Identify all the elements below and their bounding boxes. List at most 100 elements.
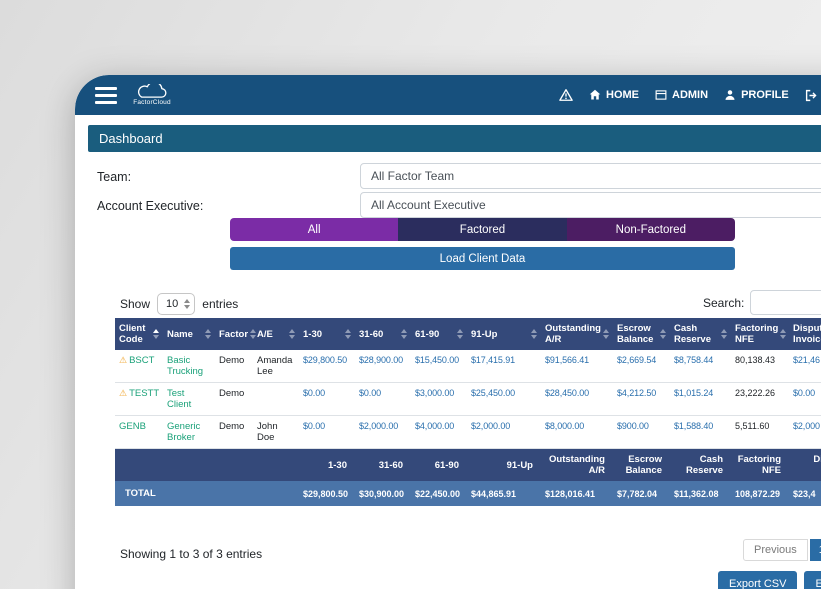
col-header-cash-reserve[interactable]: Cash Reserve <box>670 318 731 350</box>
top-navbar: FactorCloud HOME <box>75 75 821 115</box>
stepper-arrows-icon <box>184 299 191 309</box>
previous-page-button[interactable]: Previous <box>743 539 808 561</box>
showing-entries-text: Showing 1 to 3 of 3 entries <box>120 547 263 561</box>
sort-icon <box>457 329 463 339</box>
team-label: Team: <box>97 170 132 184</box>
menu-icon[interactable] <box>95 86 117 104</box>
sort-icon <box>345 329 351 339</box>
client-name-cell: Generic Broker <box>163 415 215 449</box>
search-control: Search: <box>703 290 821 315</box>
team-select[interactable]: All Factor Team <box>360 163 821 189</box>
cash-reserve-cell: $8,758.44 <box>670 350 731 383</box>
col-header-name[interactable]: Name <box>163 318 215 350</box>
export-csv-button[interactable]: Export CSV <box>718 571 798 589</box>
escrow-balance-cell: $4,212.50 <box>613 382 670 416</box>
col-header-ae[interactable]: A/E <box>253 318 299 350</box>
show-label: Show <box>120 297 151 311</box>
export-buttons: Export CSV Export <box>718 571 821 589</box>
client-table-wrap: Client Code Name Factor A/E 1-30 31-60 6… <box>115 318 821 506</box>
cash-reserve-cell: $1,015.24 <box>670 382 731 416</box>
aging-61-90-cell: $3,000.00 <box>411 382 467 416</box>
page-size-select[interactable]: 10 <box>157 293 196 315</box>
sort-icon <box>289 329 295 339</box>
factoring-nfe-cell: 23,222.26 <box>731 382 789 416</box>
page-title: Dashboard <box>99 131 163 146</box>
table-row: BSCT Basic Trucking Demo Amanda Lee $29,… <box>115 350 821 383</box>
client-code-link[interactable]: TESTT <box>129 388 160 399</box>
summary-spacer <box>115 448 299 481</box>
col-header-31-60[interactable]: 31-60 <box>355 318 411 350</box>
ae-cell <box>253 382 299 416</box>
nav-logout[interactable] <box>805 89 818 102</box>
aging-91-up-cell: $17,415.91 <box>467 350 541 383</box>
table-header-row: Client Code Name Factor A/E 1-30 31-60 6… <box>115 318 821 350</box>
col-header-factor[interactable]: Factor <box>215 318 257 350</box>
col-header-client-code[interactable]: Client Code <box>115 318 163 350</box>
client-code-cell: TESTT <box>115 382 163 416</box>
alerts-icon[interactable] <box>559 88 573 102</box>
aging-91-up-cell: $2,000.00 <box>467 415 541 449</box>
nav-profile[interactable]: PROFILE <box>724 89 789 101</box>
col-header-1-30[interactable]: 1-30 <box>299 318 355 350</box>
col-header-factoring-nfe[interactable]: Factoring NFE <box>731 318 789 350</box>
logout-icon <box>805 89 818 102</box>
tab-factored[interactable]: Factored <box>398 218 567 241</box>
factor-cell: Demo <box>215 350 253 383</box>
disputed-invoice-cell: $2,000 <box>789 415 821 449</box>
outstanding-ar-cell: $28,450.00 <box>541 382 613 416</box>
page-title-bar: Dashboard <box>88 125 821 152</box>
summary-header-row: 1-30 31-60 61-90 91-Up Outstanding A/R E… <box>115 448 821 481</box>
entries-label: entries <box>202 297 239 311</box>
aging-31-60-cell: $28,900.00 <box>355 350 411 383</box>
sort-icon <box>660 329 666 339</box>
export-extra-button[interactable]: Export <box>804 571 821 589</box>
aging-1-30-cell: $0.00 <box>299 415 355 449</box>
col-header-escrow-balance[interactable]: Escrow Balance <box>613 318 670 350</box>
client-name-link[interactable]: Generic Broker <box>167 421 201 443</box>
tab-non-factored[interactable]: Non-Factored <box>566 218 735 241</box>
col-header-disputed-invoice[interactable]: Disputed Invoice <box>789 318 821 350</box>
page-1-button[interactable]: 1 <box>809 539 821 561</box>
summary-31-60: 31-60 <box>355 448 411 481</box>
nav-admin-label: ADMIN <box>672 89 709 101</box>
load-client-data-button[interactable]: Load Client Data <box>230 247 735 270</box>
client-name-link[interactable]: Test Client <box>167 388 192 410</box>
search-input[interactable] <box>750 290 821 315</box>
warning-icon <box>119 388 127 398</box>
col-header-91-up[interactable]: 91-Up <box>467 318 541 350</box>
total-61-90: $22,450.00 <box>411 481 467 506</box>
account-executive-select-value: All Account Executive <box>371 198 486 212</box>
pagination: Previous 1 <box>743 539 821 561</box>
total-escrow-balance: $7,782.04 <box>613 481 670 506</box>
nav-home[interactable]: HOME <box>589 89 639 101</box>
outstanding-ar-cell: $8,000.00 <box>541 415 613 449</box>
cloud-icon <box>133 84 171 99</box>
team-select-value: All Factor Team <box>371 169 455 183</box>
sort-icon <box>153 329 159 339</box>
factoring-nfe-cell: 80,138.43 <box>731 350 789 383</box>
col-header-61-90[interactable]: 61-90 <box>411 318 467 350</box>
escrow-balance-cell: $2,669.54 <box>613 350 670 383</box>
search-label: Search: <box>703 295 745 310</box>
page-size-value: 10 <box>166 298 179 310</box>
client-name-link[interactable]: Basic Trucking <box>167 355 204 377</box>
aging-91-up-cell: $25,450.00 <box>467 382 541 416</box>
ae-cell: John Doe <box>253 415 299 449</box>
col-header-outstanding-ar[interactable]: Outstanding A/R <box>541 318 613 350</box>
page-size-control: Show 10 entries <box>120 293 238 315</box>
aging-61-90-cell: $4,000.00 <box>411 415 467 449</box>
brand-name: FactorCloud <box>133 99 171 106</box>
summary-factoring-nfe: Factoring NFE <box>731 448 789 481</box>
table-row: GENB Generic Broker Demo John Doe $0.00 … <box>115 415 821 449</box>
client-code-link[interactable]: GENB <box>119 421 146 432</box>
summary-91-up: 91-Up <box>467 448 541 481</box>
nav-admin[interactable]: ADMIN <box>655 89 708 101</box>
tab-all[interactable]: All <box>230 218 399 241</box>
client-code-link[interactable]: BSCT <box>129 355 155 366</box>
outstanding-ar-cell: $91,566.41 <box>541 350 613 383</box>
brand-logo[interactable]: FactorCloud <box>133 84 171 106</box>
aging-31-60-cell: $2,000.00 <box>355 415 411 449</box>
account-executive-select[interactable]: All Account Executive <box>360 192 821 218</box>
total-row: TOTAL $29,800.50 $30,900.00 $22,450.00 $… <box>115 481 821 506</box>
summary-disputed-invoice: Disputed Invoice <box>789 448 821 481</box>
